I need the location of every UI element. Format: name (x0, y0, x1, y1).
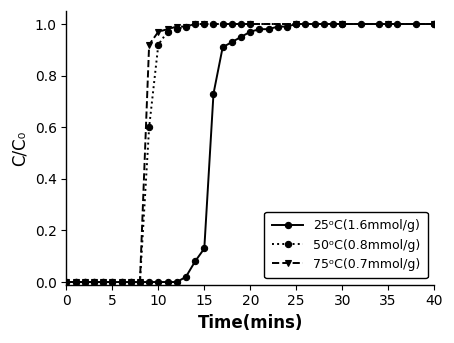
25ᵒC(1.6mmol/g) (257, 27, 262, 31)
50ᵒC(0.8mmol/g) (91, 280, 97, 284)
25ᵒC(1.6mmol/g) (119, 280, 124, 284)
25ᵒC(1.6mmol/g) (211, 92, 216, 96)
25ᵒC(1.6mmol/g) (395, 22, 400, 26)
50ᵒC(0.8mmol/g) (385, 22, 391, 26)
75ᵒC(0.7mmol/g) (137, 280, 143, 284)
75ᵒC(0.7mmol/g) (192, 22, 198, 26)
25ᵒC(1.6mmol/g) (266, 27, 271, 31)
50ᵒC(0.8mmol/g) (128, 280, 133, 284)
25ᵒC(1.6mmol/g) (91, 280, 97, 284)
Legend: 25ᵒC(1.6mmol/g), 50ᵒC(0.8mmol/g), 75ᵒC(0.7mmol/g): 25ᵒC(1.6mmol/g), 50ᵒC(0.8mmol/g), 75ᵒC(0… (264, 212, 428, 279)
50ᵒC(0.8mmol/g) (192, 22, 198, 26)
50ᵒC(0.8mmol/g) (238, 22, 244, 26)
25ᵒC(1.6mmol/g) (321, 22, 326, 26)
75ᵒC(0.7mmol/g) (183, 25, 188, 29)
25ᵒC(1.6mmol/g) (229, 40, 235, 44)
25ᵒC(1.6mmol/g) (109, 280, 115, 284)
25ᵒC(1.6mmol/g) (100, 280, 106, 284)
50ᵒC(0.8mmol/g) (119, 280, 124, 284)
75ᵒC(0.7mmol/g) (385, 22, 391, 26)
25ᵒC(1.6mmol/g) (174, 280, 179, 284)
50ᵒC(0.8mmol/g) (431, 22, 437, 26)
25ᵒC(1.6mmol/g) (303, 22, 308, 26)
50ᵒC(0.8mmol/g) (146, 125, 152, 129)
25ᵒC(1.6mmol/g) (340, 22, 345, 26)
75ᵒC(0.7mmol/g) (100, 280, 106, 284)
25ᵒC(1.6mmol/g) (312, 22, 317, 26)
50ᵒC(0.8mmol/g) (165, 30, 170, 34)
75ᵒC(0.7mmol/g) (128, 280, 133, 284)
75ᵒC(0.7mmol/g) (91, 280, 97, 284)
75ᵒC(0.7mmol/g) (431, 22, 437, 26)
50ᵒC(0.8mmol/g) (174, 27, 179, 31)
Y-axis label: C/C₀: C/C₀ (11, 130, 29, 166)
50ᵒC(0.8mmol/g) (202, 22, 207, 26)
25ᵒC(1.6mmol/g) (137, 280, 143, 284)
25ᵒC(1.6mmol/g) (82, 280, 88, 284)
50ᵒC(0.8mmol/g) (229, 22, 235, 26)
50ᵒC(0.8mmol/g) (183, 25, 188, 29)
25ᵒC(1.6mmol/g) (165, 280, 170, 284)
75ᵒC(0.7mmol/g) (202, 22, 207, 26)
25ᵒC(1.6mmol/g) (376, 22, 382, 26)
75ᵒC(0.7mmol/g) (109, 280, 115, 284)
50ᵒC(0.8mmol/g) (247, 22, 253, 26)
X-axis label: Time(mins): Time(mins) (197, 314, 303, 332)
50ᵒC(0.8mmol/g) (109, 280, 115, 284)
50ᵒC(0.8mmol/g) (137, 280, 143, 284)
75ᵒC(0.7mmol/g) (64, 280, 69, 284)
50ᵒC(0.8mmol/g) (340, 22, 345, 26)
75ᵒC(0.7mmol/g) (82, 280, 88, 284)
50ᵒC(0.8mmol/g) (82, 280, 88, 284)
50ᵒC(0.8mmol/g) (73, 280, 78, 284)
25ᵒC(1.6mmol/g) (413, 22, 419, 26)
25ᵒC(1.6mmol/g) (192, 259, 198, 263)
75ᵒC(0.7mmol/g) (156, 30, 161, 34)
25ᵒC(1.6mmol/g) (238, 35, 244, 39)
75ᵒC(0.7mmol/g) (340, 22, 345, 26)
25ᵒC(1.6mmol/g) (275, 25, 281, 29)
25ᵒC(1.6mmol/g) (284, 25, 290, 29)
75ᵒC(0.7mmol/g) (119, 280, 124, 284)
50ᵒC(0.8mmol/g) (220, 22, 225, 26)
25ᵒC(1.6mmol/g) (64, 280, 69, 284)
25ᵒC(1.6mmol/g) (247, 30, 253, 34)
25ᵒC(1.6mmol/g) (156, 280, 161, 284)
25ᵒC(1.6mmol/g) (431, 22, 437, 26)
75ᵒC(0.7mmol/g) (73, 280, 78, 284)
50ᵒC(0.8mmol/g) (293, 22, 299, 26)
75ᵒC(0.7mmol/g) (165, 27, 170, 31)
25ᵒC(1.6mmol/g) (330, 22, 336, 26)
75ᵒC(0.7mmol/g) (174, 25, 179, 29)
25ᵒC(1.6mmol/g) (358, 22, 363, 26)
75ᵒC(0.7mmol/g) (293, 22, 299, 26)
50ᵒC(0.8mmol/g) (64, 280, 69, 284)
25ᵒC(1.6mmol/g) (202, 246, 207, 250)
25ᵒC(1.6mmol/g) (183, 275, 188, 279)
25ᵒC(1.6mmol/g) (220, 45, 225, 49)
25ᵒC(1.6mmol/g) (146, 280, 152, 284)
50ᵒC(0.8mmol/g) (100, 280, 106, 284)
Line: 75ᵒC(0.7mmol/g): 75ᵒC(0.7mmol/g) (63, 21, 437, 285)
25ᵒC(1.6mmol/g) (128, 280, 133, 284)
50ᵒC(0.8mmol/g) (211, 22, 216, 26)
Line: 50ᵒC(0.8mmol/g): 50ᵒC(0.8mmol/g) (63, 21, 437, 285)
Line: 25ᵒC(1.6mmol/g): 25ᵒC(1.6mmol/g) (63, 21, 437, 285)
25ᵒC(1.6mmol/g) (73, 280, 78, 284)
25ᵒC(1.6mmol/g) (293, 22, 299, 26)
50ᵒC(0.8mmol/g) (156, 43, 161, 47)
75ᵒC(0.7mmol/g) (146, 43, 152, 47)
75ᵒC(0.7mmol/g) (247, 22, 253, 26)
